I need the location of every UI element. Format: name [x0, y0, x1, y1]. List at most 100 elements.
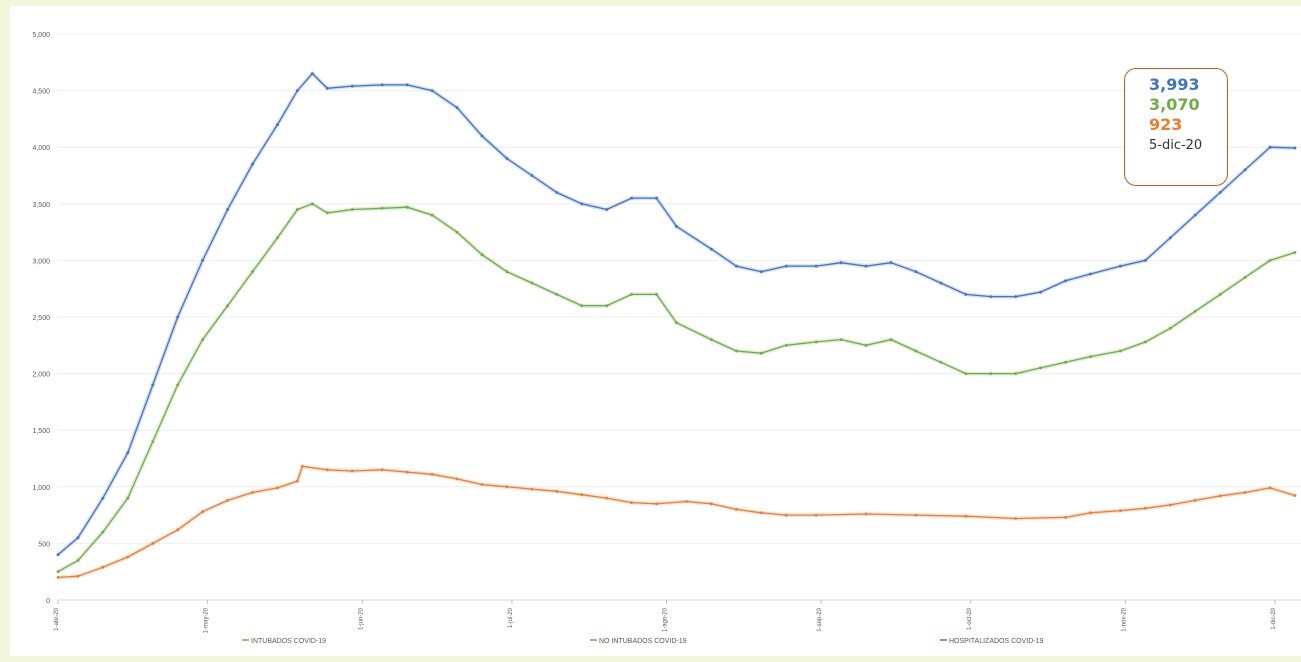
data-point: [1168, 503, 1172, 507]
data-point: [580, 493, 584, 497]
x-tick-label: 1-abr-20: [54, 607, 60, 630]
data-point: [839, 261, 843, 265]
data-point: [814, 264, 818, 268]
data-point: [630, 293, 633, 296]
data-point: [1243, 168, 1247, 172]
data-point: [839, 338, 843, 341]
data-point: [76, 574, 80, 578]
data-point: [380, 83, 384, 87]
data-point: [1119, 509, 1122, 512]
y-tick-label: 3,500: [32, 202, 50, 209]
data-point: [655, 196, 658, 200]
chart-frame: 0 500 1,000 1,500 2,000 2,500 3,000 3,500 4,000 4…: [10, 6, 1301, 656]
data-point: [814, 513, 818, 517]
data-point: [201, 259, 205, 262]
data-point: [1218, 293, 1222, 296]
data-point: [914, 513, 918, 517]
y-tick-label: 0: [46, 598, 50, 605]
data-point: [1193, 309, 1197, 313]
data-point: [1144, 259, 1147, 262]
data-point: [1089, 511, 1092, 515]
data-point: [296, 479, 299, 483]
data-point: [350, 469, 354, 473]
data-point: [1268, 145, 1272, 149]
data-point: [151, 542, 155, 545]
line-chart: 0 500 1,000 1,500 2,000 2,500 3,000 3,500 4,000 4…: [32, 32, 1301, 645]
data-point: [1243, 491, 1247, 494]
legend-label: INTUBADOS COVID-19: [251, 638, 326, 645]
data-point: [296, 89, 299, 92]
data-point: [1218, 191, 1222, 194]
y-tick-label: 2,000: [32, 372, 50, 379]
data-point: [1293, 146, 1297, 150]
data-point: [1168, 326, 1172, 330]
data-point: [1243, 276, 1247, 279]
y-tick-label: 4,500: [32, 89, 50, 96]
x-tick-label: 1-sep-20: [817, 607, 823, 631]
data-point: [251, 270, 254, 274]
data-point: [126, 451, 130, 455]
x-tick-label: 1-ago-20: [663, 607, 669, 632]
data-point: [56, 553, 60, 557]
data-point: [864, 512, 868, 516]
data-point: [889, 338, 893, 341]
data-point: [226, 208, 230, 211]
data-point: [735, 508, 738, 511]
data-point: [1014, 295, 1018, 298]
data-point: [685, 500, 688, 503]
data-point: [455, 230, 459, 234]
legend-label: NO INTUBADOS COVID-19: [599, 638, 687, 645]
data-point: [325, 86, 329, 90]
data-point: [405, 83, 409, 87]
data-point: [655, 293, 658, 296]
data-point: [126, 496, 130, 500]
data-point: [1064, 279, 1067, 283]
series-band: [57, 464, 1296, 580]
y-tick-label: 3,000: [32, 258, 50, 265]
data-point: [226, 499, 230, 502]
y-tick-label: 5,000: [32, 32, 50, 39]
x-tick-label: 1-dic-20: [1271, 607, 1277, 629]
series-line: [57, 72, 1296, 556]
data-point: [675, 225, 678, 228]
data-point: [505, 270, 509, 274]
data-point: [759, 270, 763, 274]
data-point: [325, 211, 329, 215]
data-point: [480, 253, 484, 257]
data-point: [1293, 251, 1297, 254]
data-point: [675, 321, 678, 325]
data-point: [1064, 360, 1067, 364]
data-point: [914, 270, 918, 274]
data-point: [405, 470, 409, 474]
data-point: [555, 293, 559, 296]
y-tick-label: 500: [38, 541, 50, 548]
data-point: [914, 349, 918, 353]
data-point: [430, 89, 434, 92]
legend-label: HOSPITALIZADOS COVID-19: [949, 638, 1043, 645]
data-point: [201, 338, 205, 341]
data-point: [530, 281, 534, 285]
data-point: [1168, 236, 1172, 240]
data-point: [1119, 349, 1122, 353]
data-point: [350, 84, 354, 88]
data-point: [1144, 506, 1147, 510]
data-point: [1089, 355, 1092, 358]
x-tick-label: 1-jul-20: [508, 607, 514, 628]
data-point: [964, 293, 968, 296]
data-point: [505, 485, 509, 489]
data-point: [251, 162, 254, 166]
data-point: [430, 213, 434, 217]
data-point: [56, 576, 60, 579]
data-point: [784, 513, 788, 517]
data-point: [1268, 259, 1272, 262]
data-point: [226, 304, 230, 308]
data-point: [505, 157, 509, 160]
data-point: [480, 483, 484, 486]
data-point: [605, 304, 609, 308]
series-line: [57, 465, 1296, 579]
data-point: [939, 360, 943, 364]
data-point: [735, 349, 738, 353]
data-point: [251, 491, 254, 494]
data-point: [380, 206, 384, 210]
y-axis: 0 500 1,000 1,500 2,000 2,500 3,000 3,500 4,000 4…: [32, 32, 50, 605]
